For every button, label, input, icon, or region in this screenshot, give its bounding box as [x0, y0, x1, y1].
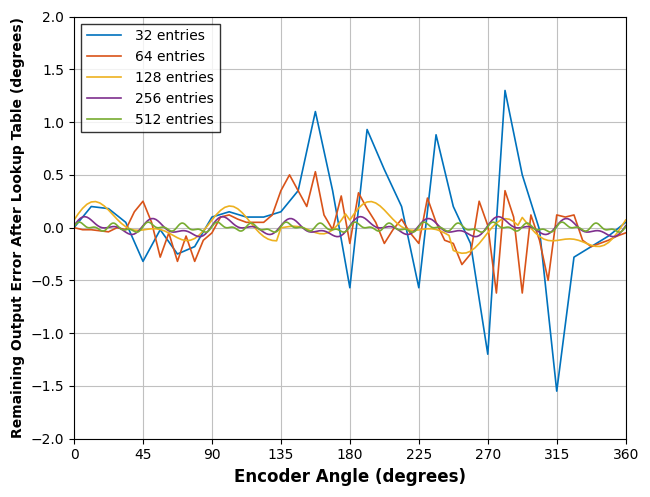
32 entries — [484, 351, 491, 357]
32 entries — [191, 244, 199, 249]
32 entries — [242, 214, 250, 220]
32 entries — [622, 219, 630, 225]
32 entries — [380, 166, 388, 172]
256 entries — [363, 217, 371, 223]
64 entries — [234, 216, 242, 222]
128 entries — [100, 203, 108, 209]
128 entries — [514, 222, 522, 228]
32 entries — [415, 285, 422, 291]
128 entries — [363, 199, 371, 205]
32 entries — [570, 254, 578, 260]
64 entries — [493, 290, 500, 296]
32 entries — [105, 206, 112, 212]
256 entries — [70, 223, 78, 229]
32 entries — [260, 214, 268, 220]
64 entries — [311, 168, 319, 174]
512 entries — [144, 219, 151, 225]
32 entries — [208, 214, 216, 220]
Line: 64 entries: 64 entries — [74, 171, 626, 293]
128 entries — [458, 250, 466, 256]
32 entries — [329, 188, 337, 194]
64 entries — [622, 230, 630, 236]
128 entries — [622, 217, 630, 223]
32 entries — [432, 132, 440, 138]
Line: 512 entries: 512 entries — [74, 222, 626, 232]
256 entries — [609, 234, 617, 240]
32 entries — [346, 285, 354, 291]
64 entries — [303, 204, 311, 210]
64 entries — [200, 237, 207, 243]
32 entries — [501, 87, 509, 93]
32 entries — [553, 388, 561, 394]
32 entries — [174, 251, 181, 257]
X-axis label: Encoder Angle (degrees): Encoder Angle (degrees) — [234, 468, 466, 486]
32 entries — [449, 204, 457, 210]
32 entries — [277, 209, 285, 215]
256 entries — [249, 224, 257, 230]
32 entries — [363, 127, 371, 133]
64 entries — [70, 225, 78, 231]
32 entries — [311, 108, 319, 114]
128 entries — [226, 203, 233, 209]
32 entries — [398, 204, 406, 210]
32 entries — [226, 209, 233, 215]
32 entries — [467, 241, 474, 247]
128 entries — [70, 217, 78, 223]
64 entries — [363, 206, 371, 212]
512 entries — [411, 228, 419, 234]
Line: 256 entries: 256 entries — [74, 217, 626, 237]
Line: 128 entries: 128 entries — [74, 202, 626, 253]
128 entries — [92, 199, 99, 205]
512 entries — [477, 229, 485, 235]
32 entries — [604, 233, 612, 239]
256 entries — [219, 214, 227, 220]
Y-axis label: Remaining Output Error After Lookup Table (degrees): Remaining Output Error After Lookup Tabl… — [11, 17, 25, 438]
32 entries — [518, 172, 526, 178]
256 entries — [622, 223, 630, 229]
32 entries — [536, 227, 543, 233]
64 entries — [604, 237, 612, 243]
512 entries — [80, 222, 88, 228]
32 entries — [122, 219, 129, 225]
128 entries — [402, 226, 410, 232]
Line: 32 entries: 32 entries — [74, 90, 626, 391]
512 entries — [170, 227, 178, 233]
512 entries — [70, 224, 78, 230]
512 entries — [618, 229, 625, 235]
32 entries — [70, 225, 78, 231]
256 entries — [301, 227, 309, 233]
32 entries — [156, 227, 164, 233]
64 entries — [562, 214, 569, 220]
256 entries — [367, 221, 375, 227]
512 entries — [421, 219, 428, 225]
32 entries — [139, 258, 147, 264]
256 entries — [126, 231, 134, 237]
512 entries — [183, 224, 191, 230]
512 entries — [622, 224, 630, 230]
32 entries — [294, 188, 302, 194]
32 entries — [588, 244, 595, 249]
256 entries — [221, 214, 229, 220]
Legend: 32 entries, 64 entries, 128 entries, 256 entries, 512 entries: 32 entries, 64 entries, 128 entries, 256… — [81, 23, 220, 132]
128 entries — [562, 236, 569, 242]
32 entries — [87, 204, 95, 210]
